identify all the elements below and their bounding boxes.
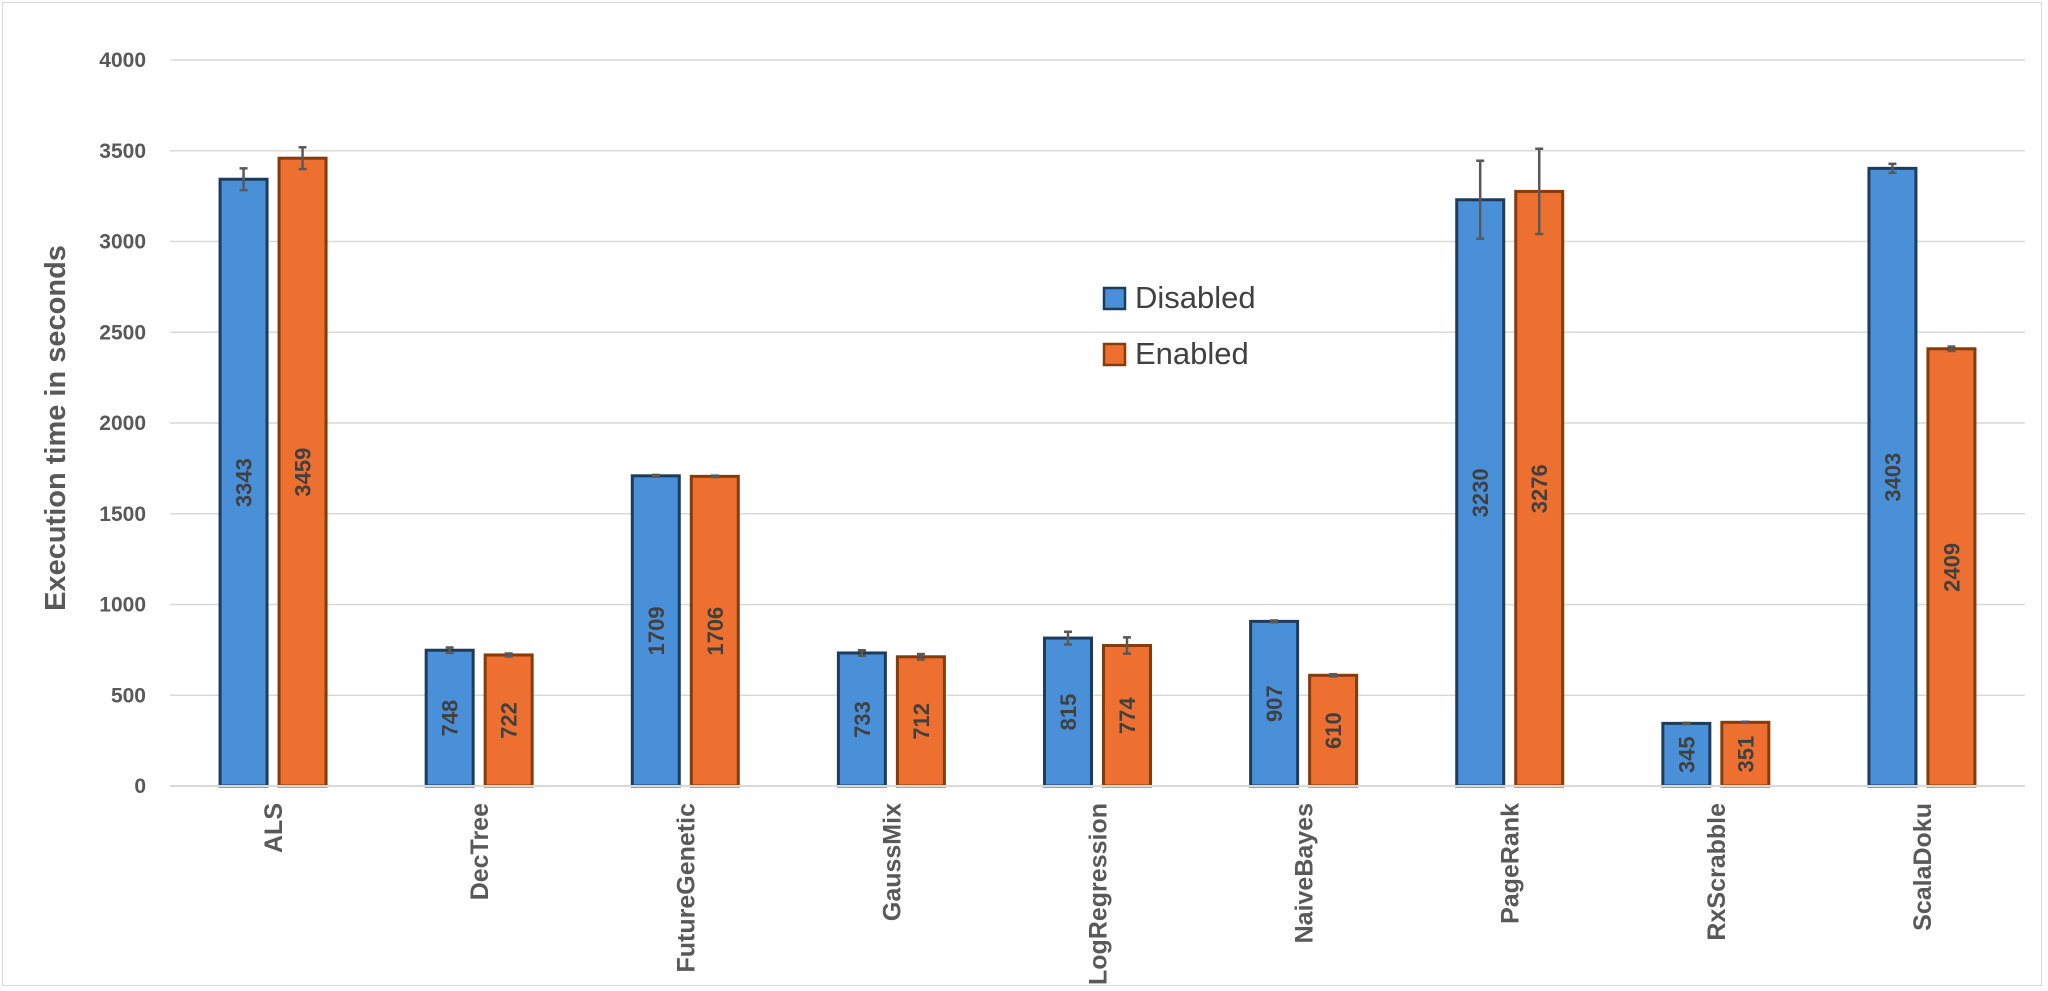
x-category-label: RxScrabble — [1703, 803, 1731, 941]
legend-item-disabled: Disabled — [1102, 280, 1256, 315]
bar-enabled-gaussmix — [895, 655, 946, 788]
data-label: 722 — [497, 702, 522, 739]
legend-item-enabled: Enabled — [1102, 336, 1249, 371]
legend-swatch — [1102, 342, 1127, 367]
data-label: 907 — [1262, 685, 1287, 722]
error-bar — [916, 652, 925, 661]
bar-enabled-scaladoku — [1926, 347, 1977, 788]
y-tick-label: 2500 — [99, 321, 146, 344]
x-category-label: LogRegression — [1085, 803, 1113, 985]
x-category-label: ALS — [260, 803, 288, 853]
error-bar — [857, 648, 866, 657]
y-axis-ticks: 0 500 1000 1500 2000 2500 3000 3500 4000 — [99, 49, 146, 798]
gridlines — [170, 59, 2025, 696]
legend-label: Disabled — [1135, 280, 1256, 315]
error-bar — [1123, 636, 1131, 655]
data-label: 3459 — [291, 448, 316, 497]
x-category-label: GaussMix — [878, 803, 906, 921]
data-label: 774 — [1115, 697, 1140, 734]
x-category-label: PageRank — [1497, 803, 1525, 924]
error-bar — [1947, 345, 1956, 353]
bars — [218, 156, 1977, 788]
data-labels: 3343 3459 748 722 1709 1706 733 712 815 774 907 610… — [232, 448, 1965, 773]
legend-swatch — [1102, 286, 1127, 311]
error-bar — [298, 146, 307, 171]
y-tick-label: 1500 — [99, 503, 146, 526]
data-label: 1706 — [703, 607, 728, 656]
error-bar — [1741, 720, 1750, 725]
error-bar — [1270, 619, 1279, 624]
error-bars — [239, 146, 1956, 726]
y-tick-label: 3500 — [99, 140, 146, 163]
error-bar — [651, 473, 660, 478]
data-label: 1709 — [644, 606, 669, 655]
error-bar — [504, 652, 513, 658]
error-bar — [710, 474, 719, 479]
error-bar — [1476, 159, 1485, 241]
y-tick-label: 2000 — [99, 412, 146, 435]
data-label: 345 — [1674, 736, 1699, 773]
bar-disabled-scaladoku — [1867, 166, 1918, 788]
data-label: 3276 — [1527, 464, 1552, 513]
data-label: 610 — [1321, 712, 1346, 749]
data-label: 748 — [438, 700, 463, 737]
legend-label: Enabled — [1135, 336, 1249, 371]
y-tick-label: 4000 — [99, 49, 146, 72]
data-label: 351 — [1733, 736, 1758, 773]
x-category-label: ScalaDoku — [1909, 803, 1937, 931]
error-bar — [1682, 721, 1691, 726]
error-bar — [1888, 162, 1897, 175]
y-axis-title: Execution time in seconds — [40, 245, 72, 611]
x-axis-categories: ALS DecTree FutureGenetic GaussMix LogRegres… — [260, 803, 1937, 985]
y-tick-label: 500 — [111, 684, 146, 707]
y-tick-label: 0 — [134, 775, 146, 798]
y-tick-label: 3000 — [99, 231, 146, 254]
data-label: 712 — [909, 703, 934, 740]
data-label: 3403 — [1880, 453, 1905, 502]
error-bar — [1329, 672, 1338, 678]
error-bar — [1535, 147, 1544, 236]
legend: Disabled Enabled — [1102, 280, 1256, 371]
data-label: 3230 — [1468, 468, 1493, 517]
bar-enabled-logregression — [1102, 644, 1152, 788]
error-bar — [1064, 630, 1072, 646]
error-bar — [445, 646, 454, 655]
data-label: 2409 — [1939, 543, 1964, 592]
data-label: 815 — [1056, 694, 1081, 731]
bar-disabled-dectree — [424, 648, 475, 788]
y-tick-label: 1000 — [99, 594, 146, 617]
x-category-label: FutureGenetic — [672, 803, 700, 973]
x-category-label: DecTree — [466, 803, 494, 900]
x-category-label: NaiveBayes — [1291, 803, 1319, 943]
error-bar — [239, 167, 248, 192]
bar-chart: 0 500 1000 1500 2000 2500 3000 3500 4000 3343 345… — [40, 49, 2025, 985]
data-label: 3343 — [232, 458, 257, 507]
data-label: 733 — [850, 701, 875, 738]
bar-disabled-als — [218, 177, 269, 788]
